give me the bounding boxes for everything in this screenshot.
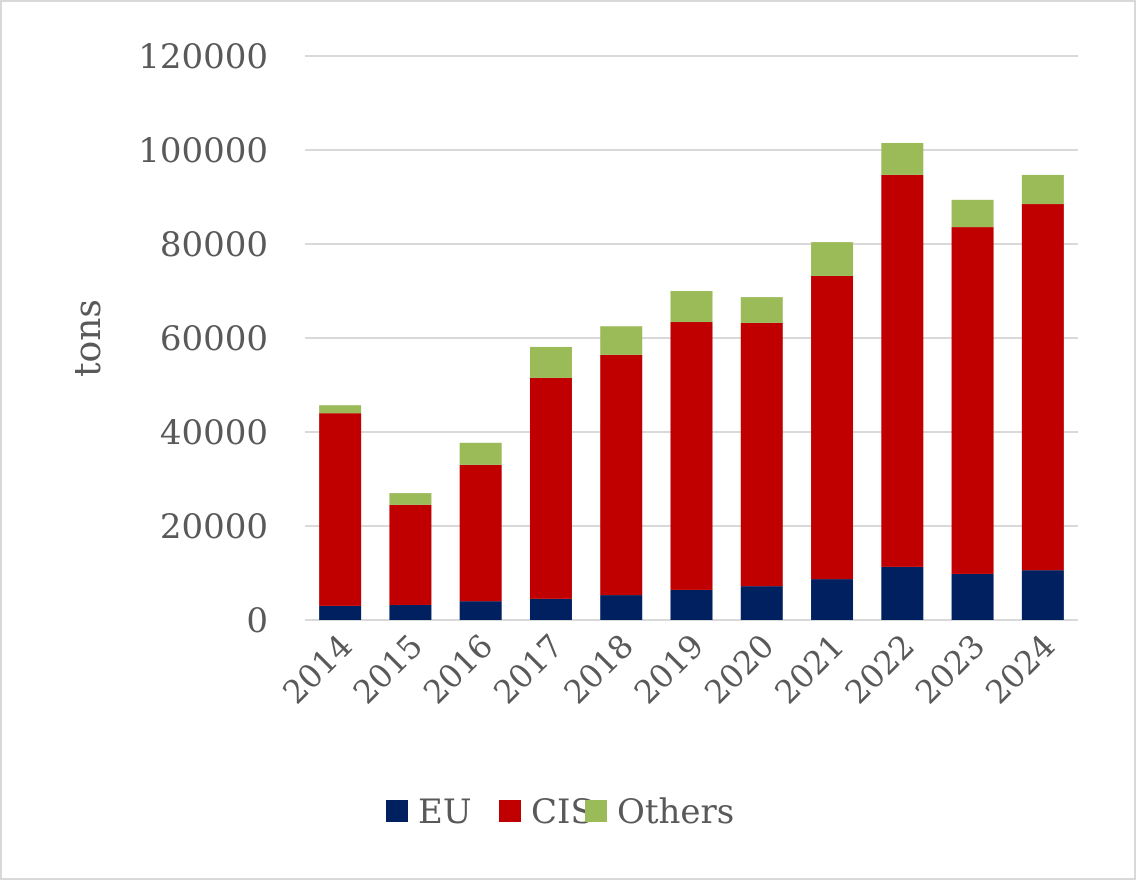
- y-tick-label: 0: [246, 601, 268, 641]
- legend: EU CIS Others: [386, 792, 734, 832]
- bar-cis-2024: [1021, 204, 1064, 571]
- bar-cis-2019: [670, 322, 713, 590]
- y-tick-label: 40000: [160, 413, 268, 453]
- bar-others-2014: [319, 405, 362, 414]
- legend-label-eu: EU: [418, 792, 471, 832]
- bar-eu-2022: [881, 566, 924, 620]
- bar-cis-2017: [529, 377, 572, 599]
- bar-cis-2015: [389, 504, 432, 605]
- x-tick-labels: 2014201520162017201820192020202120222023…: [275, 627, 1062, 711]
- bar-cis-2014: [319, 413, 362, 606]
- bar-eu-2019: [670, 589, 713, 620]
- bar-others-2021: [811, 242, 854, 276]
- bar-cis-2016: [459, 464, 502, 602]
- bar-cis-2020: [740, 322, 783, 587]
- bar-others-2016: [459, 442, 502, 465]
- bar-cis-2018: [600, 354, 643, 596]
- y-tick-labels: 0 20000 40000 60000 80000 100000 120000: [138, 37, 268, 641]
- x-tick-label: 2014: [275, 627, 359, 711]
- bar-eu-2015: [389, 604, 432, 620]
- x-tick-label: 2023: [908, 627, 992, 711]
- bar-eu-2023: [951, 573, 994, 620]
- x-tick-label: 2022: [838, 627, 922, 711]
- bar-others-2018: [600, 326, 643, 355]
- bar-others-2023: [951, 199, 994, 228]
- legend-swatch-others: [585, 800, 607, 822]
- x-tick-label: 2016: [416, 627, 500, 711]
- legend-label-others: Others: [617, 792, 734, 832]
- y-tick-label: 100000: [138, 131, 268, 171]
- x-tick-label: 2020: [697, 627, 781, 711]
- bar-others-2020: [740, 297, 783, 323]
- bar-eu-2020: [740, 586, 783, 620]
- bar-eu-2016: [459, 601, 502, 620]
- bar-others-2015: [389, 493, 432, 505]
- bar-eu-2024: [1021, 570, 1064, 620]
- legend-swatch-cis: [499, 800, 521, 822]
- y-axis-label: tons: [68, 299, 109, 377]
- bar-cis-2021: [811, 275, 854, 580]
- bar-cis-2023: [951, 227, 994, 574]
- bar-cis-2022: [881, 174, 924, 567]
- x-tick-label: 2018: [556, 627, 640, 711]
- y-tick-label: 80000: [160, 225, 268, 265]
- y-tick-label: 60000: [160, 319, 268, 359]
- x-tick-label: 2019: [627, 627, 711, 711]
- y-tick-label: 120000: [138, 37, 268, 77]
- bars: [319, 142, 1064, 620]
- bar-others-2017: [529, 346, 572, 378]
- x-tick-label: 2021: [767, 627, 851, 711]
- bar-others-2019: [670, 291, 713, 323]
- y-tick-label: 20000: [160, 507, 268, 547]
- bar-eu-2017: [529, 598, 572, 620]
- bar-others-2022: [881, 142, 924, 175]
- x-tick-label: 2017: [486, 627, 570, 711]
- legend-label-cis: CIS: [531, 792, 594, 832]
- legend-swatch-eu: [386, 800, 408, 822]
- x-tick-label: 2024: [978, 627, 1062, 711]
- bar-eu-2021: [811, 579, 854, 620]
- bar-eu-2018: [600, 595, 643, 620]
- bar-eu-2014: [319, 605, 362, 620]
- x-tick-label: 2015: [346, 627, 430, 711]
- bar-others-2024: [1021, 174, 1064, 205]
